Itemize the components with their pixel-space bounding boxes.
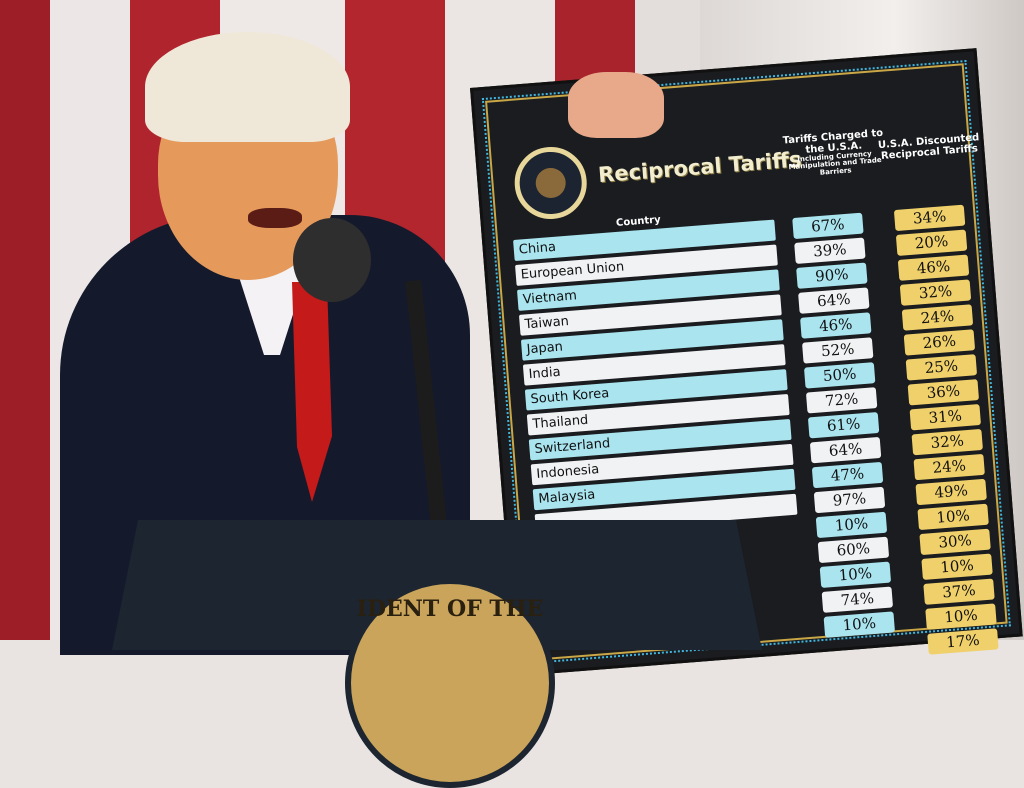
charged-value: 52% [802, 337, 874, 364]
discounted-value: 10% [917, 503, 989, 531]
charged-value: 46% [800, 312, 872, 339]
discounted-value: 24% [913, 453, 985, 481]
charged-value: 97% [813, 486, 886, 514]
discounted-value: 26% [903, 329, 976, 356]
charged-value: 60% [817, 536, 890, 564]
hair [145, 32, 350, 142]
charged-value: 90% [796, 262, 868, 289]
discounted-value: 34% [893, 204, 966, 232]
discounted-value: 10% [925, 603, 997, 630]
charged-value: 10% [819, 561, 892, 588]
charged-value: 74% [821, 586, 894, 613]
discounted-value: 31% [909, 404, 982, 431]
discounted-value: 46% [897, 254, 970, 281]
discounted-value: 20% [895, 229, 968, 256]
charged-value: 61% [807, 412, 880, 439]
charged-value: 39% [794, 237, 866, 264]
discounted-value: 25% [905, 354, 978, 381]
charged-value: 67% [792, 212, 864, 240]
discounted-value: 10% [921, 553, 993, 580]
board-title: Reciprocal Tariffs [597, 147, 803, 188]
discounted-value: 49% [915, 478, 987, 506]
charged-value: 64% [798, 287, 870, 314]
charged-value: 47% [811, 461, 884, 489]
discounted-header: U.S.A. Discounted Reciprocal Tariffs [877, 132, 980, 162]
microphone [293, 218, 371, 302]
discounted-value: 36% [907, 379, 980, 406]
discounted-value: 17% [927, 628, 999, 655]
discounted-value: 30% [919, 528, 991, 556]
mouth [248, 208, 302, 228]
podium-seal: IDENT OF THE [345, 578, 555, 788]
discounted-value: 24% [901, 304, 974, 331]
charged-value: 50% [803, 362, 876, 389]
charged-value: 10% [823, 611, 896, 638]
discounted-value: 32% [899, 279, 972, 306]
charged-value: 64% [809, 436, 882, 464]
discounted-value: 32% [911, 428, 983, 456]
presidential-seal-icon [511, 144, 590, 222]
hand [568, 72, 664, 138]
charged-value: 10% [815, 511, 888, 539]
discounted-value: 37% [923, 578, 995, 605]
charged-value: 72% [805, 387, 878, 414]
